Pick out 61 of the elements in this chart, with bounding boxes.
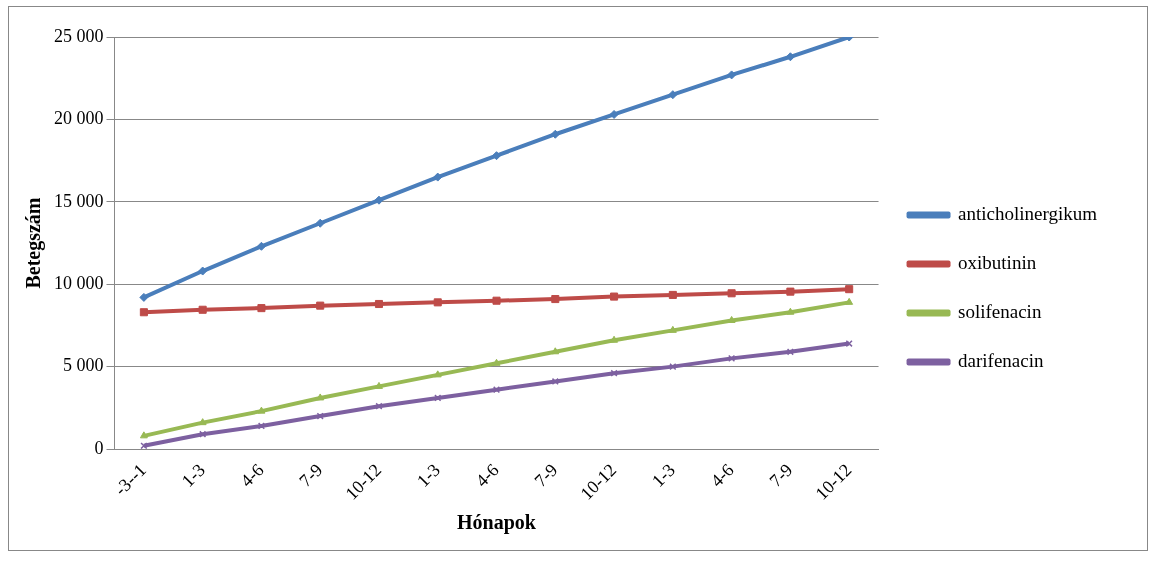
x-tick-label: -3--1 xyxy=(110,459,151,500)
y-tick-label: 5 000 xyxy=(63,355,104,376)
x-tick-label: 1-3 xyxy=(177,459,209,491)
point xyxy=(845,297,854,305)
x-tick-label: 7-9 xyxy=(530,459,562,491)
point xyxy=(551,295,560,304)
point xyxy=(256,241,266,251)
point xyxy=(727,289,736,298)
legend-label: anticholinergikum xyxy=(958,202,1098,224)
point xyxy=(198,266,208,276)
x-tick-label: 4-6 xyxy=(706,459,738,491)
x-tick-label: 7-9 xyxy=(295,459,327,491)
point xyxy=(492,151,502,161)
point xyxy=(786,287,795,296)
x-tick-label: 1-3 xyxy=(412,459,444,491)
point xyxy=(198,418,207,426)
point xyxy=(668,290,677,299)
point xyxy=(786,307,795,315)
x-tick-label: 7-9 xyxy=(765,459,797,491)
point xyxy=(374,195,384,205)
point xyxy=(668,325,677,333)
point xyxy=(374,299,384,309)
point xyxy=(198,305,207,314)
y-tick-label: 20 000 xyxy=(54,108,104,129)
point xyxy=(727,70,737,80)
y-tick-label: 15 000 xyxy=(54,190,104,211)
point xyxy=(139,292,149,302)
y-tick-label: 0 xyxy=(94,437,104,458)
point xyxy=(316,393,325,401)
x-tick-label: 1-3 xyxy=(647,459,680,491)
point xyxy=(610,335,619,343)
x-axis-title: Hónapok xyxy=(457,511,537,535)
point xyxy=(433,172,443,182)
legend-label: solifenacin xyxy=(958,300,1042,322)
y-axis-title: Betegszám xyxy=(22,197,46,289)
point xyxy=(433,298,442,307)
point xyxy=(433,370,442,378)
y-tick-label: 10 000 xyxy=(54,272,104,293)
point xyxy=(139,308,148,317)
point xyxy=(728,354,736,362)
point xyxy=(492,296,501,305)
point xyxy=(845,285,854,294)
legend-label: darifenacin xyxy=(958,349,1044,371)
point xyxy=(550,129,560,139)
point xyxy=(610,292,619,301)
point xyxy=(668,90,678,100)
x-tick-label: 4-6 xyxy=(236,459,268,491)
point xyxy=(609,109,619,119)
point xyxy=(315,218,325,228)
point xyxy=(375,381,383,389)
point xyxy=(139,431,148,439)
point xyxy=(316,301,325,310)
point xyxy=(551,347,560,355)
point xyxy=(140,442,148,450)
y-tick-label: 25 000 xyxy=(54,25,104,46)
legend-label: oxibutinin xyxy=(958,251,1037,273)
point xyxy=(257,304,266,313)
point xyxy=(492,358,501,366)
point xyxy=(257,422,266,430)
x-tick-label: 4-6 xyxy=(471,459,503,491)
point xyxy=(257,406,266,414)
